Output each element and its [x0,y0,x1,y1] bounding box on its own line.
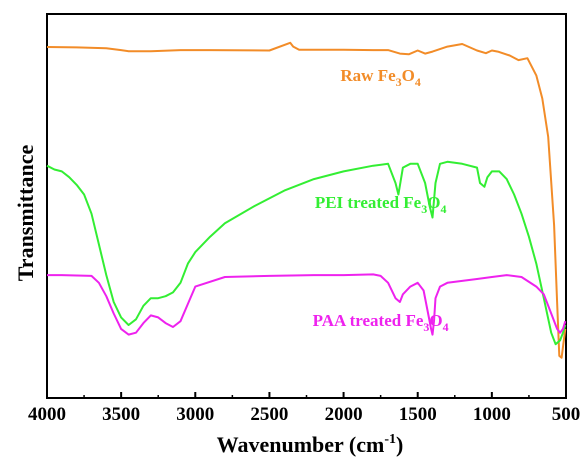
x-tick-label: 3500 [102,404,140,425]
x-tick-label: 500 [552,404,581,425]
y-axis-label: Transmittance [13,145,38,282]
x-tick-label: 1000 [473,404,511,425]
x-axis-label-end: ) [396,432,403,457]
series-label-2: PEI treated Fe3O4 [315,193,447,216]
plot-frame [46,13,567,399]
x-tick-label: 2500 [250,404,288,425]
series-label-layer: Raw Fe3O4 PEI treated Fe3O4 PAA treated Fe… [313,66,449,334]
series-line-2 [46,160,567,346]
x-tick-layer: 4000 3500 3000 2500 2000 1500 1000 500 [28,392,580,425]
x-tick-label: 1500 [399,404,437,425]
x-tick-label: 2000 [325,404,363,425]
series-line-1 [46,41,567,359]
x-tick-label: 4000 [28,404,66,425]
x-tick-label: 3000 [176,404,214,425]
series-line-3 [47,273,567,336]
x-axis-label: Wavenumber (cm-1) [217,432,404,457]
series-label-3: PAA treated Fe3O4 [313,311,449,334]
series-label-1: Raw Fe3O4 [340,66,420,89]
series-layer [46,41,567,359]
x-axis-label-superscript: -1 [384,432,396,447]
